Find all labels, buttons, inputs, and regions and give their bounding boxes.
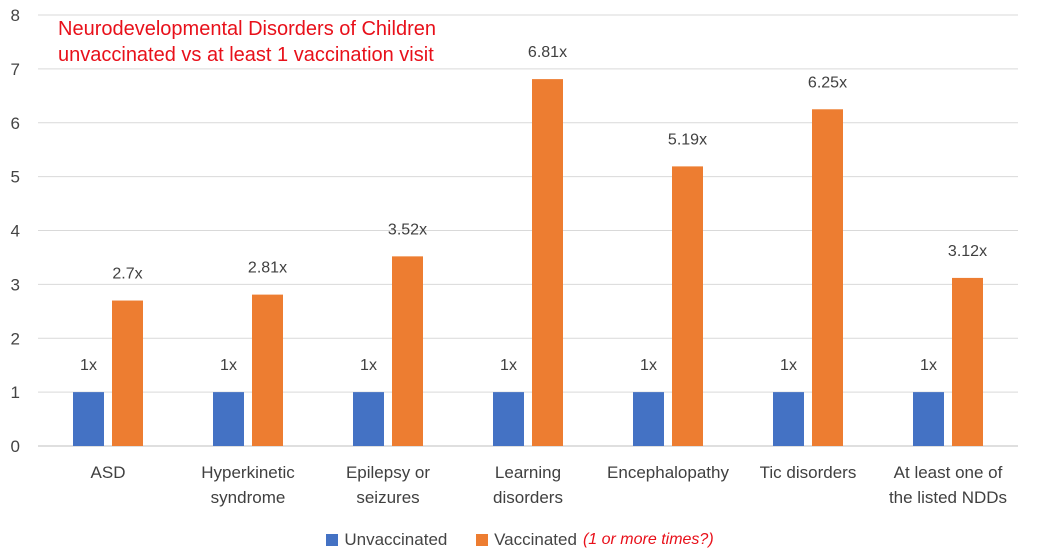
chart-title-line-2: unvaccinated vs at least 1 vaccination v… [58,44,434,66]
x-tick-label: Hyperkinetic [201,463,295,482]
bar-unvaccinated-4 [633,392,664,446]
data-label: 2.81x [248,260,287,277]
x-tick-label: At least one of [894,463,1003,482]
x-tick-label: Tic disorders [760,463,857,482]
data-label: 5.19x [668,131,707,148]
data-label: 1x [500,357,517,374]
legend: Unvaccinated Vaccinated (1 or more times… [0,530,1040,551]
legend-swatch-vaccinated [476,534,489,546]
bar-vaccinated-2 [392,256,423,446]
bar-unvaccinated-0 [73,392,104,446]
bar-unvaccinated-2 [353,392,384,446]
legend-swatch-unvaccinated [326,534,339,546]
data-label: 2.7x [112,266,142,283]
y-tick-label: 4 [11,222,20,241]
x-tick-label: ASD [91,463,126,482]
data-label: 1x [780,357,797,374]
y-tick-label: 0 [11,437,20,456]
bar-vaccinated-0 [112,300,143,446]
data-label: 1x [640,357,657,374]
data-label: 6.81x [528,44,567,61]
bar-vaccinated-4 [672,166,703,447]
legend-label-vaccinated: Vaccinated [494,530,577,549]
y-tick-label: 5 [11,168,20,187]
chart-title-line-1: Neurodevelopmental Disorders of Children [58,18,436,40]
bar-vaccinated-6 [952,277,983,446]
legend-note: (1 or more times?) [582,531,714,548]
y-tick-label: 3 [11,275,20,294]
x-tick-label: syndrome [211,488,286,507]
data-label: 6.25x [808,74,847,91]
y-tick-label: 6 [11,114,20,133]
x-tick-label: Encephalopathy [607,463,729,482]
y-tick-label: 8 [11,6,20,25]
bar-vaccinated-1 [252,294,283,446]
bar-unvaccinated-3 [493,392,524,446]
data-label: 1x [920,357,937,374]
bar-unvaccinated-6 [913,392,944,446]
data-label: 3.12x [948,243,987,260]
y-tick-label: 7 [11,60,20,79]
legend-label-unvaccinated: Unvaccinated [344,530,448,549]
data-label: 1x [80,357,97,374]
bar-unvaccinated-5 [773,392,804,446]
x-tick-label: Epilepsy or [346,463,430,482]
data-label: 1x [220,357,237,374]
data-label: 3.52x [388,221,427,238]
x-tick-label: seizures [356,488,419,507]
y-tick-label: 1 [11,383,20,402]
bar-unvaccinated-1 [213,392,244,446]
legend-item-vaccinated: Vaccinated (1 or more times?) [476,530,714,550]
x-tick-label: Learning [495,463,561,482]
bar-vaccinated-3 [532,79,563,446]
legend-item-unvaccinated: Unvaccinated [326,530,447,550]
x-tick-label: the listed NDDs [889,488,1007,507]
bar-vaccinated-5 [812,109,843,446]
x-tick-label: disorders [493,488,563,507]
y-tick-label: 2 [11,329,20,348]
chart-title: Neurodevelopmental Disorders of Children… [58,16,436,68]
data-label: 1x [360,357,377,374]
